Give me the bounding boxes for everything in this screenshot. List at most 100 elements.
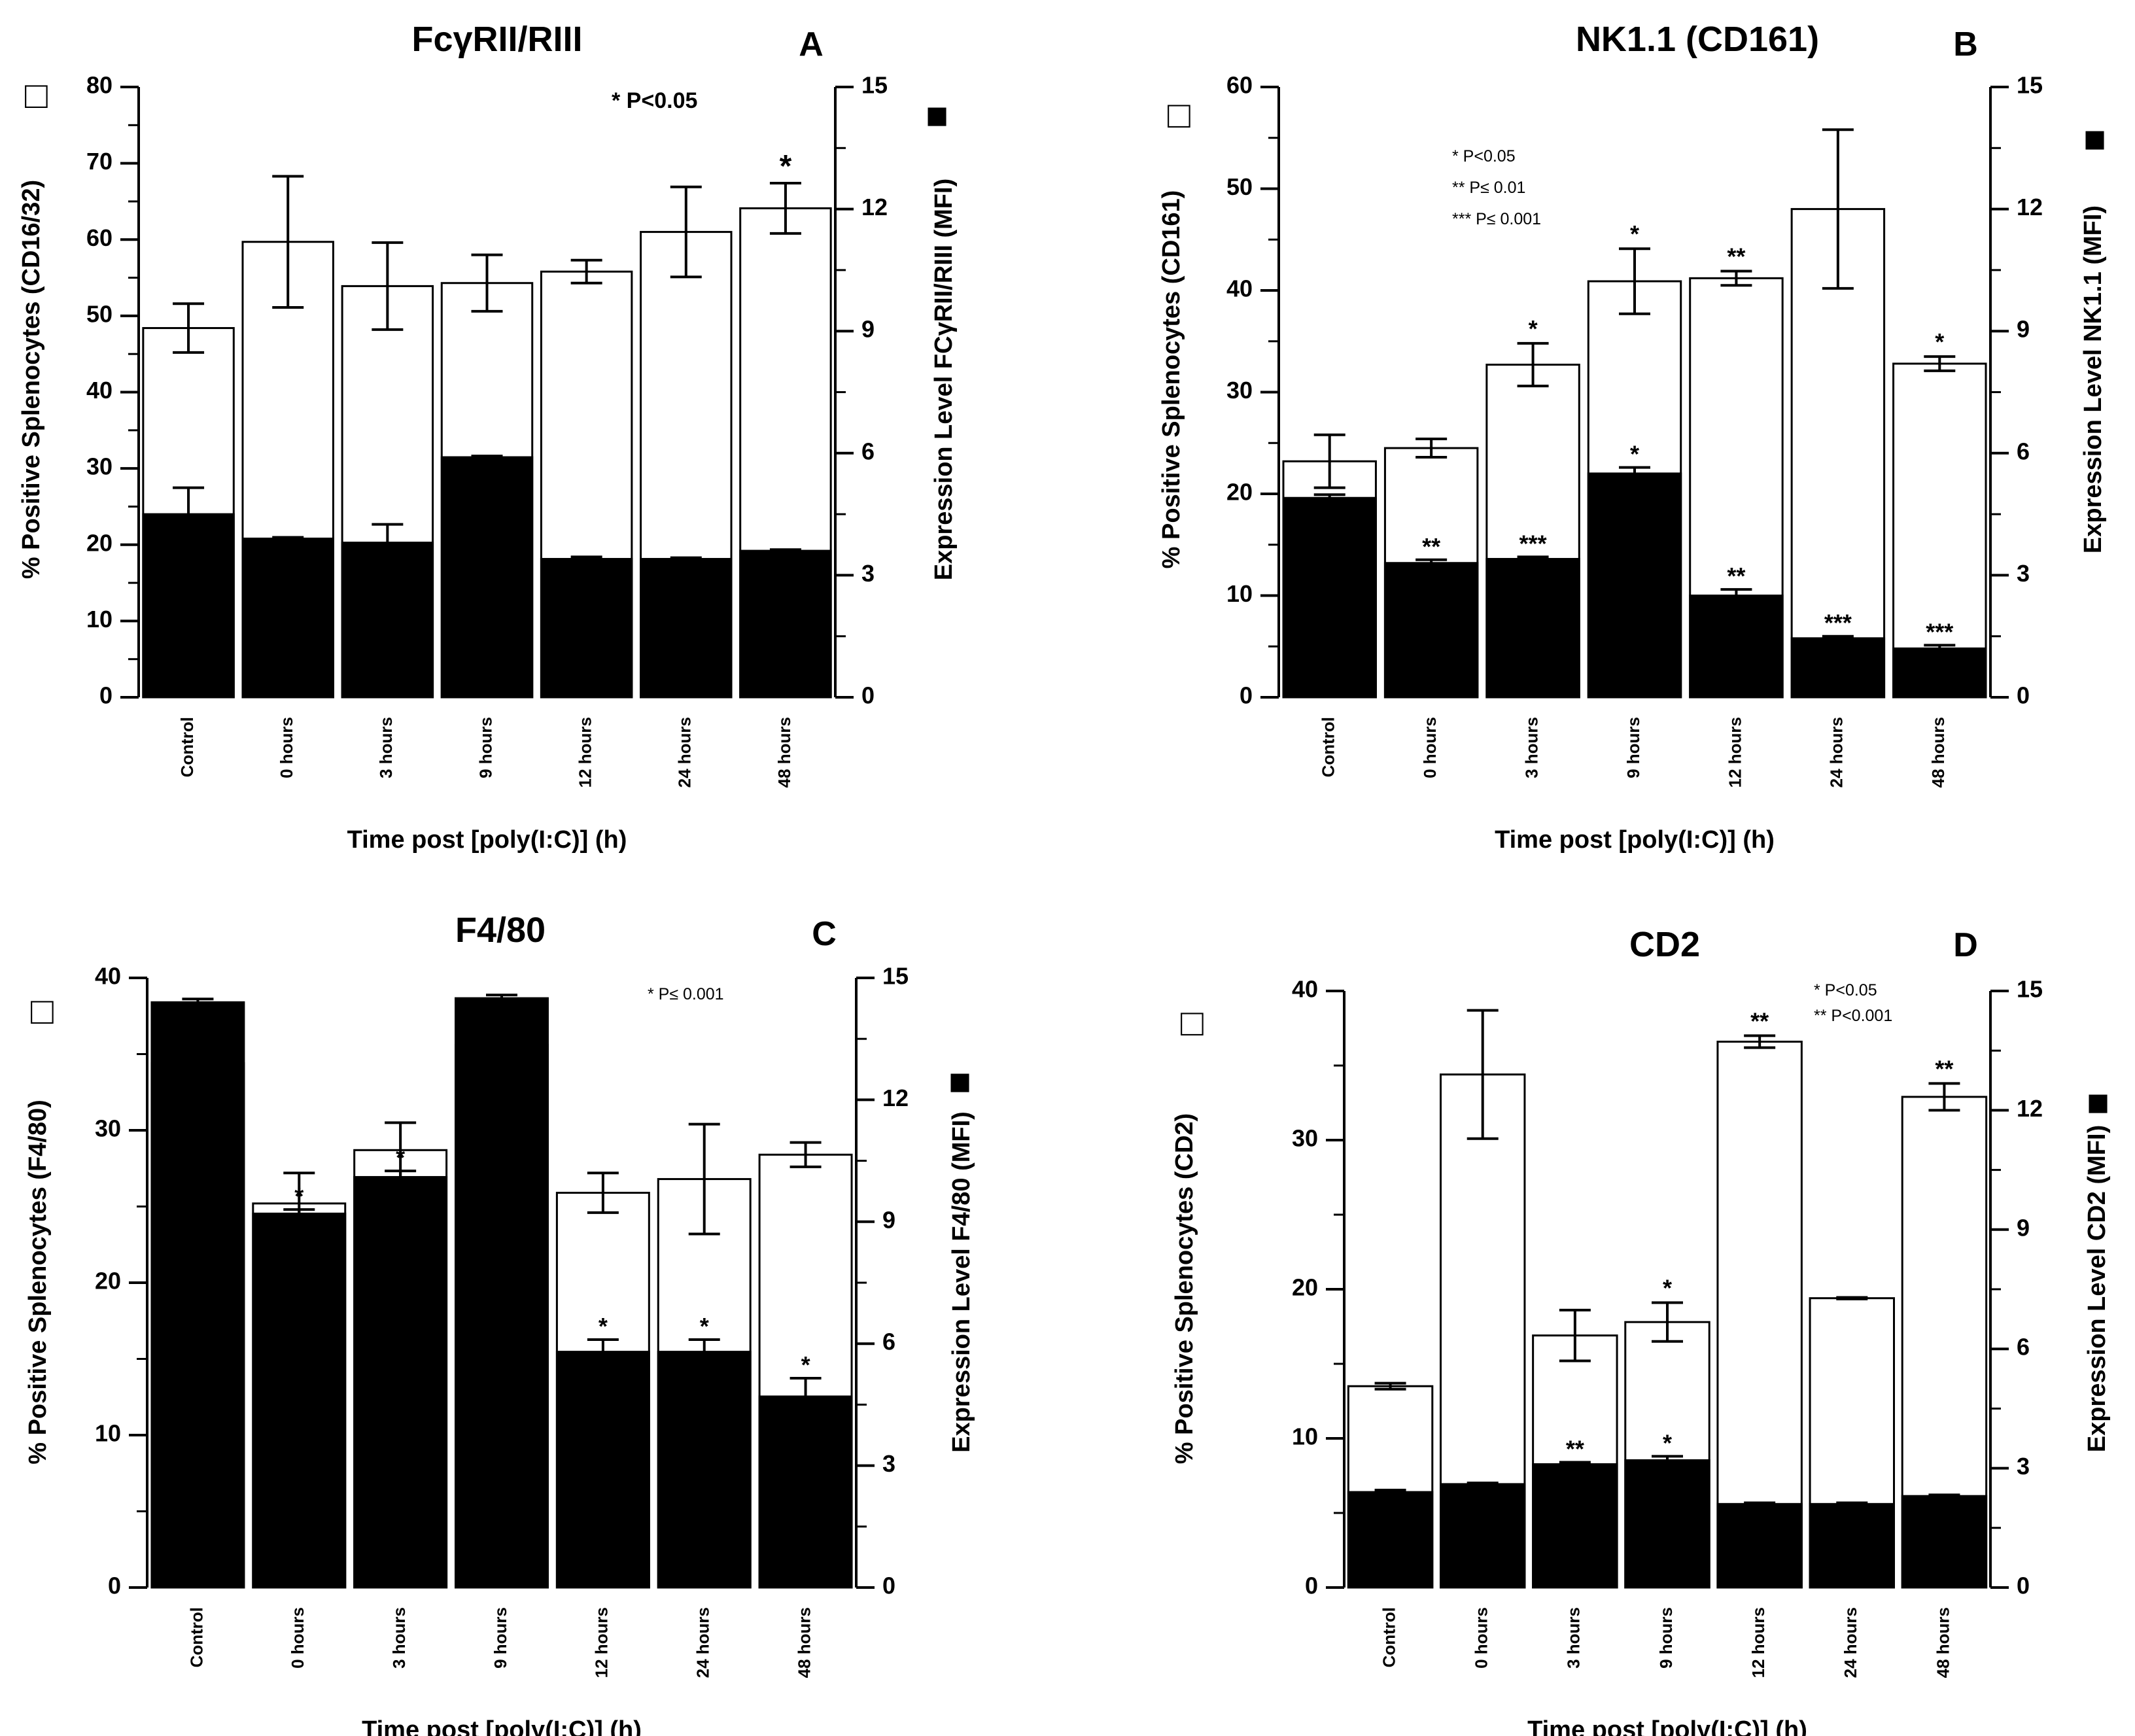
chart-title: NK1.1 (CD161): [1576, 20, 1819, 59]
significance-mark: *: [294, 1183, 304, 1209]
significance-note: * P≤ 0.001: [648, 985, 724, 1003]
y2-tick-label: 15: [861, 72, 888, 99]
y2-tick-label: 3: [2017, 1453, 2030, 1480]
y-tick-label: 40: [95, 963, 121, 990]
bar-expression-mfi: [455, 997, 549, 1589]
significance-note: ** P<0.001: [1814, 1007, 1892, 1025]
y-tick-label: 0: [108, 1572, 121, 1599]
x-tick-label: 12 hours: [1748, 1607, 1768, 1678]
y2-tick-label: 9: [2017, 316, 2030, 343]
legend-symbol-filled-square: ■: [2083, 118, 2106, 160]
x-tick-label: 0 hours: [1472, 1607, 1491, 1669]
legend-symbol-filled-square: ■: [948, 1060, 971, 1103]
x-tick-label: Control: [1319, 717, 1338, 777]
y2-tick-label: 9: [882, 1206, 895, 1233]
y-tick-label: 20: [1226, 479, 1253, 506]
y-tick-label: 20: [86, 529, 113, 556]
y-tick-label: 20: [1292, 1274, 1318, 1301]
y2-tick-label: 3: [861, 560, 875, 587]
y-tick-label: 30: [86, 453, 113, 480]
x-tick-label: 24 hours: [675, 717, 695, 788]
y-tick-label: 0: [1240, 682, 1253, 709]
y-tick-label: 40: [86, 377, 113, 404]
y2-tick-label: 12: [861, 194, 888, 220]
y2-tick-label: 9: [861, 316, 875, 343]
legend-symbol-open-square: □: [1168, 94, 1190, 136]
bar-expression-mfi: [758, 1395, 853, 1589]
x-tick-label: 9 hours: [491, 1607, 510, 1669]
y-tick-label: 0: [1305, 1572, 1318, 1599]
significance-mark: *: [1663, 1429, 1672, 1456]
y-tick-label: 10: [86, 606, 113, 633]
chart-title: CD2: [1629, 925, 1700, 964]
y-axis-label: % Positive Splenocytes (CD2): [1171, 1113, 1198, 1464]
legend-symbol-filled-square: ■: [2087, 1081, 2109, 1124]
significance-mark: *: [599, 1313, 608, 1340]
y2-tick-label: 15: [2017, 976, 2043, 1003]
bar-expression-mfi: [142, 513, 235, 699]
x-tick-label: 3 hours: [1564, 1607, 1584, 1669]
panel-letter: A: [799, 26, 824, 63]
y2-tick-label: 9: [2017, 1214, 2030, 1241]
x-axis-label: Time post [poly(I:C)] (h): [1495, 826, 1775, 854]
y2-tick-label: 6: [2017, 438, 2030, 464]
x-tick-label: 3 hours: [1521, 717, 1541, 778]
significance-mark: **: [1566, 1435, 1584, 1462]
bar-expression-mfi: [540, 558, 633, 699]
y2-tick-label: 12: [882, 1085, 909, 1111]
x-tick-label: 48 hours: [794, 1607, 814, 1678]
y-tick-label: 10: [95, 1420, 121, 1447]
y-tick-label: 30: [95, 1115, 121, 1142]
significance-note: * P<0.05: [1814, 981, 1877, 999]
y2-tick-label: 15: [882, 963, 909, 990]
x-tick-label: 0 hours: [277, 717, 296, 778]
y-tick-label: 60: [86, 224, 113, 251]
significance-mark: *: [1529, 315, 1538, 342]
significance-mark: *: [396, 1144, 405, 1171]
x-tick-label: 0 hours: [1420, 717, 1440, 778]
bar-expression-mfi: [640, 558, 733, 699]
bar-percent-positive: [1892, 362, 1987, 699]
bar-expression-mfi: [657, 1351, 752, 1589]
x-tick-label: 0 hours: [288, 1607, 307, 1669]
bar-expression-mfi: [1347, 1491, 1434, 1589]
significance-mark: *: [780, 149, 792, 184]
x-tick-label: 12 hours: [592, 1607, 612, 1678]
panel-letter: C: [812, 915, 837, 953]
y2-tick-label: 12: [2017, 1095, 2043, 1122]
y2-axis-label: Expression Level CD2 (MFI): [2083, 1125, 2111, 1452]
y-tick-label: 30: [1292, 1125, 1318, 1152]
bar-expression-mfi: [555, 1351, 650, 1589]
significance-mark: ***: [1824, 610, 1852, 636]
significance-mark: *: [1630, 220, 1639, 247]
bar-expression-mfi: [1624, 1459, 1710, 1589]
significance-mark: ***: [1519, 530, 1547, 557]
y-tick-label: 30: [1226, 377, 1253, 404]
y-axis-label: % Positive Splenocytes (CD161): [1158, 190, 1185, 569]
bar-expression-mfi: [353, 1175, 448, 1589]
panel-letter: D: [1953, 926, 1978, 964]
y2-tick-label: 3: [882, 1450, 895, 1477]
significance-mark: *: [1663, 1275, 1672, 1302]
bar-expression-mfi: [1892, 647, 1987, 699]
y-tick-label: 50: [86, 300, 113, 327]
x-tick-label: 24 hours: [1841, 1607, 1860, 1678]
bar-expression-mfi: [1383, 562, 1479, 699]
bar-expression-mfi: [1790, 637, 1886, 699]
y2-tick-label: 6: [2017, 1334, 2030, 1361]
legend-symbol-filled-square: ■: [926, 94, 948, 137]
x-tick-label: Control: [177, 717, 197, 777]
x-tick-label: Control: [1379, 1607, 1398, 1667]
significance-note: * P<0.05: [1452, 147, 1516, 165]
bar-expression-mfi: [739, 549, 832, 699]
y-axis-label: % Positive Splenocytes (F4/80): [24, 1100, 52, 1465]
legend-symbol-open-square: □: [31, 990, 54, 1032]
y-tick-label: 20: [95, 1268, 121, 1294]
chart-panel-a: FcγRII/RIII A Control 0 hours 3 hours 9 hours…: [18, 20, 958, 854]
x-tick-label: 48 hours: [1928, 717, 1948, 788]
x-tick-label: 9 hours: [1656, 1607, 1676, 1669]
x-tick-label: 3 hours: [376, 717, 396, 778]
y2-tick-label: 0: [2017, 1572, 2030, 1599]
y2-tick-label: 6: [882, 1328, 895, 1355]
